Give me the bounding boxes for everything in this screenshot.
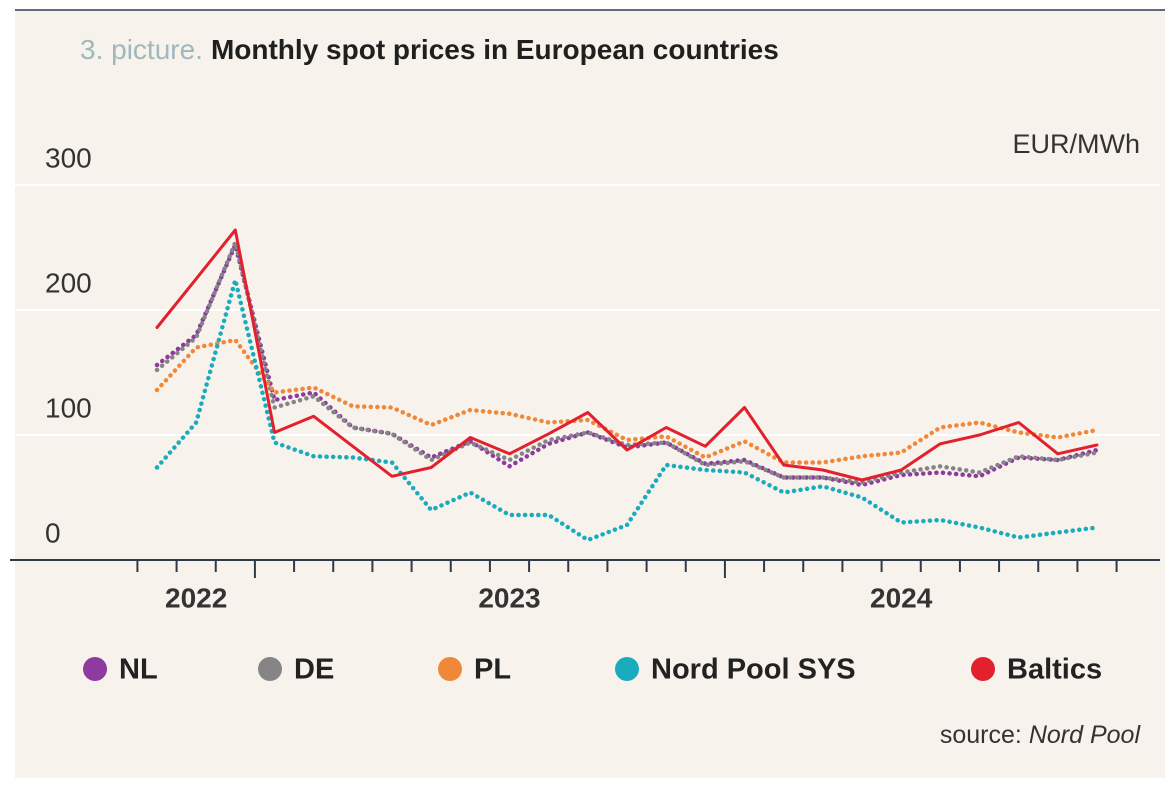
legend-label: NL: [119, 654, 158, 686]
series-line: [154, 337, 1100, 465]
x-tick-label: 2023: [478, 582, 540, 613]
legend-marker: [438, 657, 462, 681]
title-text: Monthly spot prices in European countrie…: [211, 34, 779, 65]
chart-background: [15, 10, 1165, 778]
y-tick-label: 0: [45, 517, 61, 548]
series-line: [154, 277, 1100, 543]
source-name: Nord Pool: [1029, 721, 1142, 749]
y-tick-label: 300: [45, 142, 92, 173]
legend-marker: [258, 657, 282, 681]
legend-label: DE: [294, 654, 334, 686]
y-tick-label: 100: [45, 392, 92, 423]
y-tick-label: 200: [45, 267, 92, 298]
title-prefix: 3. picture.: [80, 34, 203, 65]
series-line: [155, 228, 1099, 482]
legend-marker: [615, 657, 639, 681]
source-label: source:: [940, 721, 1022, 749]
legend-marker: [83, 657, 107, 681]
x-tick-label: 2024: [870, 582, 933, 613]
legend-label: Nord Pool SYS: [651, 654, 856, 686]
source: source: Nord Pool: [940, 721, 1142, 749]
series-line: [154, 240, 1100, 485]
legend-label: PL: [474, 654, 511, 686]
x-tick-label: 2022: [165, 582, 227, 613]
plot-area: 0 100 200 300 2022 2023 2024: [10, 142, 1160, 613]
legend-label: Baltics: [1007, 654, 1102, 686]
legend-marker: [971, 657, 995, 681]
chart-title: 3. picture. Monthly spot prices in Europe…: [80, 34, 779, 65]
y-unit: EUR/MWh: [1013, 129, 1141, 159]
